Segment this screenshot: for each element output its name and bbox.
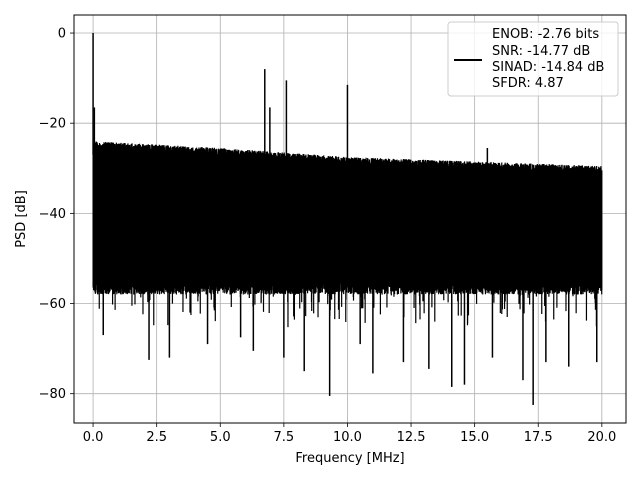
- x-tick-label: 0.0: [83, 430, 104, 445]
- y-axis-label: PSD [dB]: [14, 190, 29, 248]
- y-tick-label: 0: [58, 27, 66, 42]
- y-axis-ticks: 0 −20 −40 −60 −80: [39, 27, 74, 402]
- axes-frame: [73, 14, 627, 424]
- legend-box: [447, 21, 619, 97]
- legend-text-enob: ENOB: -2.76 bits: [492, 27, 599, 42]
- psd-series-line: [92, 33, 603, 405]
- legend: ENOB: -2.76 bits SNR: -14.77 dB SINAD: -…: [447, 21, 619, 97]
- x-tick-label: 2.5: [146, 430, 167, 445]
- y-tick-label: −80: [39, 387, 66, 402]
- legend-text-sinad: SINAD: -14.84 dB: [492, 60, 604, 75]
- y-tick-label: −40: [39, 207, 66, 222]
- x-tick-label: 10.0: [333, 430, 362, 445]
- x-axis-label: Frequency [MHz]: [295, 451, 404, 466]
- x-axis-ticks: 0.0 2.5 5.0 7.5 10.0 12.5 15.0 17.5 20.0: [83, 423, 616, 445]
- x-tick-label: 5.0: [210, 430, 231, 445]
- x-tick-label: 20.0: [587, 430, 616, 445]
- x-tick-label: 15.0: [460, 430, 489, 445]
- x-tick-label: 12.5: [397, 430, 426, 445]
- x-tick-label: 7.5: [274, 430, 295, 445]
- psd-noise-trace: [92, 141, 603, 328]
- y-tick-label: −60: [39, 297, 66, 312]
- legend-text-snr: SNR: -14.77 dB: [492, 44, 590, 59]
- legend-text-sfdr: SFDR: 4.87: [492, 76, 564, 91]
- y-tick-label: −20: [39, 117, 66, 132]
- x-tick-label: 17.5: [524, 430, 553, 445]
